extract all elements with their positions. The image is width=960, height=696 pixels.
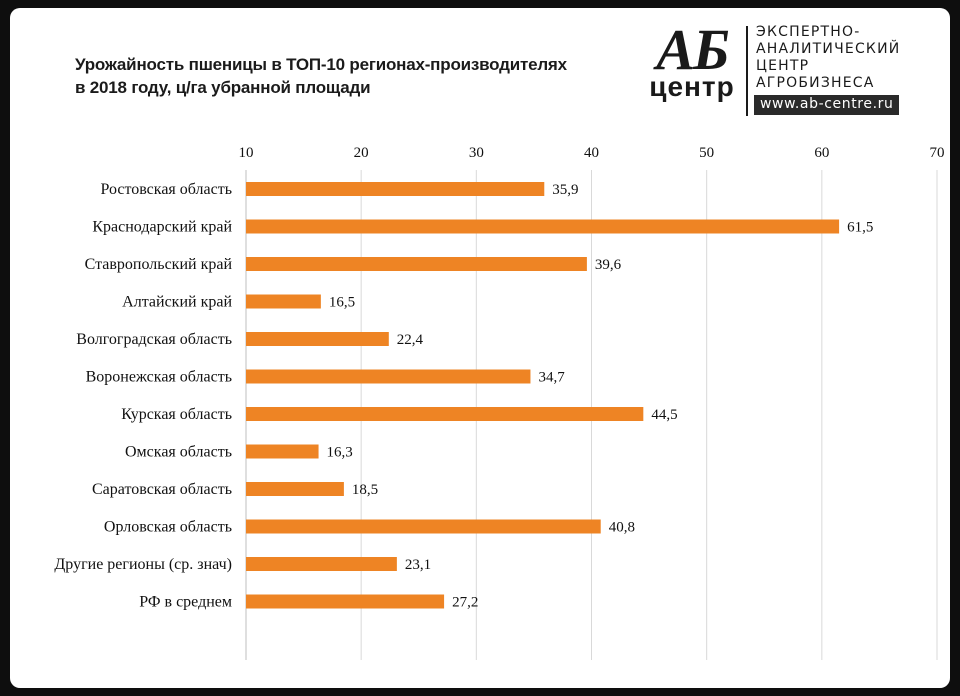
category-label: Саратовская область [92, 481, 232, 498]
value-label: 61,5 [847, 220, 873, 236]
value-label: 40,8 [609, 520, 635, 536]
x-tick-label: 30 [469, 145, 484, 161]
bar-6 [246, 369, 531, 384]
category-label: Омская область [125, 444, 232, 461]
category-label: Краснодарский край [92, 219, 232, 236]
category-labels: Ростовская область Краснодарский край Став… [54, 181, 232, 611]
category-label: Ростовская область [100, 181, 232, 198]
x-tick-label: 10 [239, 145, 254, 161]
chart-title-line-2: в 2018 году, ц/га убранной площади [75, 78, 371, 97]
x-tick-label: 50 [699, 145, 714, 161]
x-tick-label: 60 [814, 145, 829, 161]
value-label: 16,5 [329, 295, 355, 311]
chart-frame [10, 8, 950, 688]
logo-line-1: ЭКСПЕРТНО- [756, 24, 861, 40]
bar-12 [246, 594, 445, 609]
x-axis-ticks: 10 20 30 40 50 60 70 [239, 145, 945, 161]
bar-11 [246, 557, 397, 571]
x-tick-label: 40 [584, 145, 599, 161]
bar-1 [246, 182, 545, 196]
ab-centre-logo: АБ центр [642, 17, 742, 108]
logo-ab-letters: АБ [656, 17, 730, 82]
category-label: Ставропольский край [85, 256, 233, 273]
bar-7 [246, 407, 644, 421]
category-label: Орловская область [104, 519, 232, 536]
logo-line-4: АГРОБИЗНЕСА [756, 75, 875, 91]
bar-2 [246, 219, 840, 234]
bar-10 [246, 519, 601, 534]
category-label: Воронежская область [86, 369, 232, 386]
bars [246, 182, 840, 609]
value-label: 35,9 [552, 182, 578, 198]
category-label: РФ в среднем [139, 594, 232, 611]
logo-line-3: ЦЕНТР [756, 58, 810, 74]
value-label: 23,1 [405, 557, 431, 573]
value-label: 39,6 [595, 257, 622, 273]
logo-text: ЭКСПЕРТНО- АНАЛИТИЧЕСКИЙ ЦЕНТР АГРОБИЗНЕ… [756, 24, 946, 92]
value-labels: 35,9 61,5 39,6 16,5 22,4 34,7 44,5 16,3 18,5 40,8… [327, 182, 874, 611]
bar-3 [246, 257, 587, 271]
chart-title: Урожайность пшеницы в ТОП-10 регионах-пр… [75, 53, 635, 99]
logo-line-2: АНАЛИТИЧЕСКИЙ [756, 41, 901, 57]
x-tick-label: 70 [930, 145, 945, 161]
logo-centr-word: центр [649, 71, 735, 102]
value-label: 18,5 [352, 482, 378, 498]
logo-divider [746, 26, 748, 116]
value-label: 16,3 [327, 445, 353, 461]
category-label: Курская область [121, 406, 232, 423]
value-label: 34,7 [538, 370, 565, 386]
value-label: 27,2 [452, 595, 478, 611]
bar-8 [246, 444, 319, 459]
value-label: 22,4 [397, 332, 424, 348]
category-label: Волгоградская область [76, 331, 232, 348]
bar-5 [246, 332, 389, 346]
chart-title-line-1: Урожайность пшеницы в ТОП-10 регионах-пр… [75, 55, 567, 74]
bar-4 [246, 294, 321, 309]
category-label: Алтайский край [122, 294, 232, 311]
category-label: Другие регионы (ср. знач) [54, 556, 232, 573]
value-label: 44,5 [651, 407, 677, 423]
bar-9 [246, 482, 344, 496]
logo-url: www.ab-centre.ru [754, 95, 900, 115]
x-tick-label: 20 [354, 145, 369, 161]
